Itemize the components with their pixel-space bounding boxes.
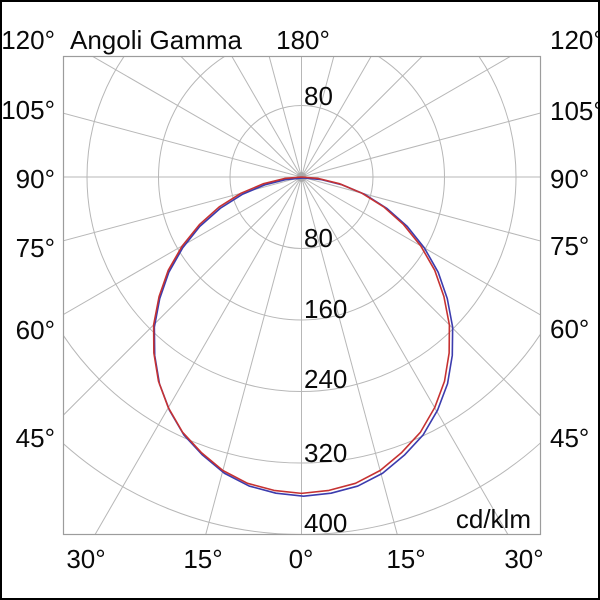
grid-ray-330 [301, 176, 509, 535]
angle-label-right-120: 120° [550, 25, 600, 55]
radial-tick-160: 160 [304, 294, 348, 324]
angle-label-left-75: 75° [15, 233, 55, 263]
radial-tick-240: 240 [304, 364, 348, 394]
angle-label-bottom-15r: 15° [386, 544, 426, 574]
grid-ray-60 [63, 176, 302, 315]
grid-ray-195 [301, 56, 335, 178]
radial-tick-400: 400 [304, 508, 348, 538]
angle-label-bottom-15l: 15° [183, 544, 223, 574]
grid-ray-135 [180, 56, 302, 178]
angle-label-bottom-30r: 30° [504, 544, 544, 574]
curve-blue [153, 177, 454, 497]
grid-ray-75 [63, 176, 302, 242]
angle-label-right-45: 45° [550, 423, 590, 453]
grid-ray-315 [301, 176, 541, 417]
plot-border [62, 55, 542, 536]
angle-label-bottom-30l: 30° [66, 544, 106, 574]
grid-ray-345 [301, 176, 398, 535]
grid-ray-210 [301, 56, 372, 178]
radial-tick-320: 320 [304, 438, 348, 468]
grid-ray-285 [301, 176, 541, 242]
grid-ray-255 [301, 112, 541, 178]
curve-red [152, 176, 451, 495]
chart-title: Angoli Gamma [70, 25, 242, 55]
radial-tick-80-above: 80 [304, 81, 333, 111]
grid-ray-120 [91, 56, 302, 178]
grid-ray-15 [205, 176, 302, 535]
angle-label-left-45: 45° [15, 423, 55, 453]
grid-ray-240 [301, 56, 512, 178]
grid-ray-150 [231, 56, 302, 178]
angle-label-bottom-0: 0° [288, 544, 314, 574]
grid-ray-300 [301, 176, 541, 316]
intensity-curves [152, 176, 454, 497]
angle-label-left-105: 105° [1, 95, 55, 125]
grid-ray-45 [63, 176, 302, 416]
angle-label-right-105: 105° [550, 96, 600, 126]
radial-tick-80: 80 [304, 223, 333, 253]
angle-label-left-120: 120° [1, 25, 55, 55]
angle-label-right-75: 75° [550, 231, 590, 261]
grid-ray-105 [63, 112, 302, 178]
grid-ray-225 [301, 56, 423, 178]
angle-label-top-180: 180° [276, 25, 330, 55]
grid-ray-165 [268, 56, 302, 178]
angle-label-right-60: 60° [550, 314, 590, 344]
grid-ray-30 [94, 176, 302, 535]
angle-label-left-60: 60° [15, 315, 55, 345]
angle-label-right-90: 90° [550, 164, 590, 194]
angle-label-left-90: 90° [15, 164, 55, 194]
unit-label: cd/klm [455, 504, 531, 534]
